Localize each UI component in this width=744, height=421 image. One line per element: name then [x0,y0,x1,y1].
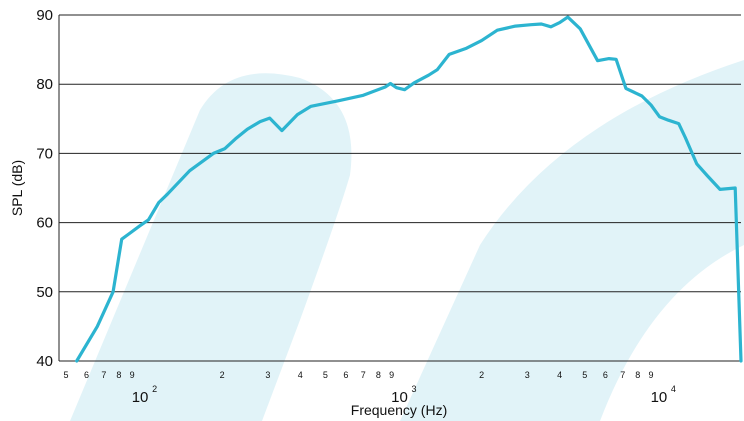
y-axis-label: SPL (dB) [9,160,25,216]
y-tick-label-50: 50 [36,284,53,301]
axes [58,15,741,362]
x-decade-label-base: 10 [651,389,668,406]
y-tick-label-90: 90 [36,7,53,24]
data-layer [75,15,743,363]
x-minor-tick-label: 9 [130,370,135,380]
x-minor-tick-label: 5 [323,370,328,380]
y-tick-label-70: 70 [36,145,53,162]
x-axis-label: Frequency (Hz) [351,402,447,418]
x-minor-tick-label: 2 [479,370,484,380]
x-minor-tick-label: 7 [101,370,106,380]
x-minor-tick-label: 7 [361,370,366,380]
background-watermark [70,60,744,421]
x-decade-label-base: 10 [132,389,149,406]
x-decade-label-exponent: 4 [671,384,676,394]
x-minor-tick-label: 3 [525,370,530,380]
x-minor-tick-label: 6 [84,370,89,380]
x-minor-tick-label: 8 [376,370,381,380]
grid [59,14,741,293]
x-minor-tick-label: 4 [298,370,303,380]
x-decade-label-exponent: 3 [411,384,416,394]
x-decade-label-base: 10 [391,389,408,406]
y-tick-label-80: 80 [36,76,53,93]
watermark-swoosh-right [400,60,744,421]
x-minor-tick-label: 6 [603,370,608,380]
x-minor-tick-label: 8 [116,370,121,380]
x-minor-tick-label: 2 [220,370,225,380]
x-minor-tick-label: 8 [635,370,640,380]
x-minor-tick-label: 9 [389,370,394,380]
x-minor-tick-label: 4 [557,370,562,380]
y-tick-label-60: 60 [36,215,53,232]
series-line-0 [75,15,743,363]
x-minor-tick-label: 6 [343,370,348,380]
x-minor-tick-label: 3 [265,370,270,380]
x-minor-tick-label: 9 [649,370,654,380]
x-minor-tick-label: 5 [63,370,68,380]
x-minor-tick-label: 7 [620,370,625,380]
x-minor-tick-label: 5 [582,370,587,380]
x-decade-label-exponent: 2 [152,384,157,394]
watermark-swoosh-left [70,73,352,421]
y-tick-label-40: 40 [36,353,53,370]
